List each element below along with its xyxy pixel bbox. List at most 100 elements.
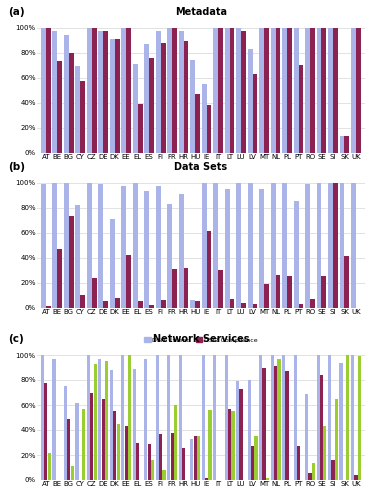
Bar bbox=[251, 446, 254, 480]
Bar bbox=[110, 39, 115, 152]
Bar bbox=[317, 28, 321, 152]
Bar bbox=[356, 28, 361, 152]
Bar bbox=[321, 276, 326, 308]
Bar bbox=[213, 355, 217, 480]
Bar bbox=[218, 270, 223, 308]
Bar bbox=[266, 478, 269, 480]
Bar bbox=[294, 201, 298, 308]
Bar bbox=[202, 182, 206, 308]
Bar bbox=[259, 188, 264, 308]
Bar bbox=[76, 205, 80, 308]
Bar bbox=[308, 472, 312, 480]
Bar bbox=[253, 74, 257, 152]
Bar bbox=[340, 136, 344, 152]
Bar bbox=[64, 35, 69, 152]
Bar bbox=[41, 28, 46, 152]
Bar bbox=[113, 411, 116, 480]
Bar bbox=[320, 375, 323, 480]
Bar bbox=[317, 355, 320, 480]
Bar bbox=[241, 302, 246, 308]
Bar bbox=[46, 28, 51, 152]
Bar bbox=[179, 194, 184, 308]
Bar bbox=[87, 28, 92, 152]
Bar bbox=[259, 355, 262, 480]
Bar bbox=[335, 399, 338, 480]
Bar bbox=[46, 306, 51, 308]
Bar bbox=[298, 304, 303, 308]
Bar bbox=[340, 362, 343, 480]
Bar bbox=[170, 432, 174, 480]
Bar bbox=[64, 182, 69, 308]
Bar bbox=[184, 42, 189, 152]
Bar bbox=[121, 28, 126, 152]
Bar bbox=[271, 182, 276, 308]
Bar bbox=[148, 444, 151, 480]
Bar bbox=[110, 219, 115, 308]
Bar bbox=[240, 389, 243, 480]
Bar bbox=[305, 394, 308, 480]
Bar bbox=[213, 182, 218, 308]
Bar bbox=[125, 426, 128, 480]
Bar bbox=[282, 28, 287, 152]
Bar bbox=[317, 182, 321, 308]
Bar bbox=[57, 61, 62, 152]
Bar bbox=[285, 371, 289, 480]
Bar bbox=[328, 28, 333, 152]
Bar bbox=[351, 355, 354, 480]
Bar bbox=[128, 355, 131, 480]
Bar bbox=[190, 60, 195, 152]
Bar bbox=[305, 28, 310, 152]
Bar bbox=[184, 268, 189, 308]
Legend: MDi1 Existence, MDi2 Compliance: MDi1 Existence, MDi2 Compliance bbox=[136, 180, 266, 190]
Title: Network Services: Network Services bbox=[153, 334, 249, 344]
Bar bbox=[328, 355, 331, 480]
Bar bbox=[236, 28, 241, 152]
Bar bbox=[156, 355, 159, 480]
Bar bbox=[241, 31, 246, 152]
Bar bbox=[197, 436, 200, 480]
Bar bbox=[126, 255, 131, 308]
Bar bbox=[174, 405, 177, 480]
Bar bbox=[344, 136, 349, 152]
Bar bbox=[144, 359, 147, 480]
Bar bbox=[172, 269, 177, 308]
Bar bbox=[115, 298, 119, 308]
Bar bbox=[277, 359, 280, 480]
Bar bbox=[44, 382, 47, 480]
Bar bbox=[230, 28, 234, 152]
Bar bbox=[102, 399, 105, 480]
Bar bbox=[80, 81, 85, 152]
Bar bbox=[298, 65, 303, 152]
Text: (a): (a) bbox=[8, 6, 24, 16]
Bar bbox=[248, 182, 253, 308]
Bar bbox=[193, 436, 197, 480]
Bar bbox=[312, 462, 315, 480]
Bar bbox=[115, 39, 119, 152]
Bar bbox=[41, 184, 46, 308]
Bar bbox=[151, 460, 154, 480]
Bar bbox=[206, 105, 211, 152]
Bar bbox=[52, 182, 57, 308]
Bar bbox=[69, 216, 74, 308]
Bar bbox=[340, 182, 344, 308]
Bar bbox=[75, 402, 78, 480]
Bar bbox=[254, 436, 257, 480]
Bar bbox=[225, 28, 230, 152]
Bar bbox=[228, 409, 231, 480]
Bar bbox=[149, 305, 154, 308]
Bar bbox=[310, 298, 315, 308]
Bar bbox=[276, 275, 280, 308]
Bar bbox=[344, 256, 349, 308]
Bar bbox=[182, 448, 185, 480]
Bar bbox=[271, 28, 276, 152]
Bar bbox=[167, 28, 172, 152]
Bar bbox=[259, 28, 264, 152]
Bar bbox=[80, 295, 85, 308]
Bar bbox=[133, 182, 138, 308]
Bar bbox=[103, 31, 108, 152]
Bar bbox=[355, 475, 357, 480]
Bar bbox=[333, 28, 338, 152]
Bar bbox=[328, 182, 333, 308]
Bar bbox=[69, 52, 74, 152]
Bar bbox=[305, 184, 310, 308]
